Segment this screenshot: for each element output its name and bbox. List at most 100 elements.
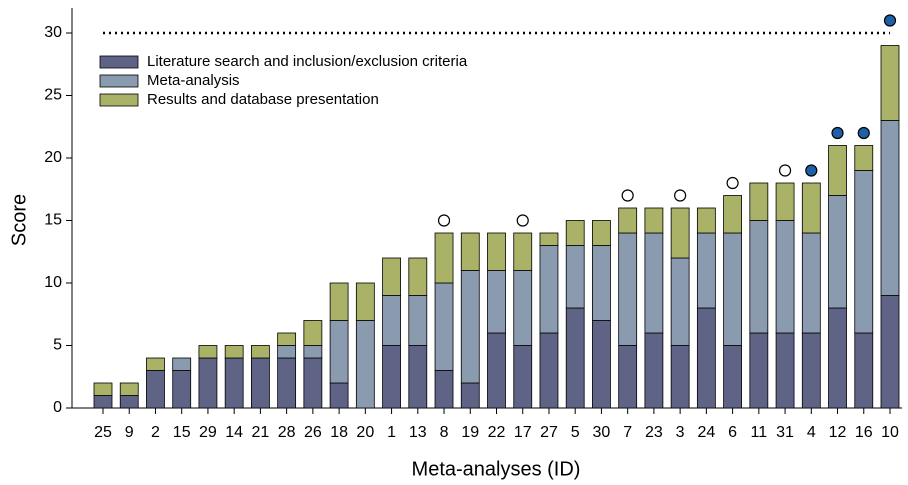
bar-segment	[172, 370, 192, 409]
open-marker	[674, 189, 687, 202]
bar-segment	[539, 232, 559, 246]
open-marker	[437, 214, 451, 227]
bar-segment	[408, 345, 428, 409]
bar-segment	[670, 257, 690, 346]
bar-segment	[382, 295, 401, 346]
bar-segment	[329, 382, 349, 409]
x-tick-label: 17	[514, 424, 532, 441]
bar-segment	[880, 45, 900, 121]
y-axis-title: Score	[8, 194, 30, 246]
legend-text: Meta-analysis	[147, 72, 240, 89]
x-tick-label: 25	[94, 424, 112, 441]
bar-segment	[618, 207, 638, 234]
bar-segment	[775, 220, 795, 334]
bar-segment	[119, 382, 139, 396]
bar-segment	[303, 357, 323, 409]
x-tick-label: 12	[829, 424, 847, 441]
x-tick-label: 24	[697, 424, 715, 441]
bar-segment	[460, 270, 480, 384]
bar-segment	[854, 170, 874, 334]
bar-segment	[670, 207, 690, 259]
bar-segment	[250, 345, 270, 359]
bar-segment	[329, 282, 349, 321]
bar-segment	[93, 395, 113, 409]
bar-segment	[801, 232, 821, 334]
x-tick-label: 26	[304, 424, 322, 441]
bar-segment	[250, 357, 270, 409]
x-tick-label: 1	[387, 424, 396, 441]
filled-marker	[805, 164, 818, 177]
bar-segment	[277, 357, 297, 409]
bar-segment	[749, 332, 769, 409]
bar-segment	[775, 182, 795, 221]
bar-segment	[592, 245, 611, 321]
bar-segment	[198, 345, 218, 359]
x-tick-label: 27	[540, 424, 558, 441]
x-tick-label: 31	[776, 424, 794, 441]
x-tick-label: 23	[645, 424, 663, 441]
bar-segment	[828, 307, 847, 409]
x-tick-label: 2	[151, 424, 160, 441]
bar-segment	[487, 332, 506, 409]
bar-segment	[749, 220, 769, 334]
bar-segment	[539, 245, 559, 334]
bar-segment	[565, 220, 585, 246]
bar-segment	[224, 357, 244, 409]
x-tick-label: 19	[461, 424, 479, 441]
x-tick-label: 11	[751, 424, 768, 441]
bar-segment	[303, 320, 323, 346]
legend-text: Literature search and inclusion/exclusio…	[147, 53, 468, 70]
x-tick-label: 6	[728, 424, 737, 441]
bar-segment	[801, 332, 821, 409]
open-marker	[778, 164, 792, 177]
bar-segment	[696, 232, 716, 309]
x-tick-label: 22	[488, 424, 506, 441]
bar-segment	[198, 357, 218, 409]
bar-segment	[146, 370, 165, 409]
bar-segment	[172, 357, 192, 371]
bar-segment	[592, 320, 611, 409]
x-tick-label: 9	[125, 424, 134, 441]
legend-swatch	[99, 93, 139, 107]
bar-segment	[565, 245, 585, 309]
bar-segment	[487, 270, 506, 334]
bar-segment	[119, 395, 139, 409]
bar-segment	[696, 307, 716, 409]
bar-segment	[277, 345, 297, 359]
bar-segment	[592, 220, 611, 246]
bar-segment	[146, 357, 165, 371]
x-tick-label: 14	[225, 424, 243, 441]
x-tick-label: 29	[199, 424, 217, 441]
bar-segment	[460, 232, 480, 271]
bar-segment	[434, 370, 454, 409]
filled-marker	[883, 14, 897, 27]
bar-segment	[408, 295, 428, 346]
bar-segment	[723, 195, 742, 234]
x-tick-label: 16	[855, 424, 873, 441]
x-tick-label: 28	[278, 424, 296, 441]
bar-segment	[408, 257, 428, 296]
bar-segment	[303, 345, 323, 359]
x-tick-label: 5	[571, 424, 580, 441]
bar-segment	[93, 382, 113, 396]
bar-segment	[749, 182, 769, 221]
bar-segment	[224, 345, 244, 359]
filled-marker	[857, 126, 870, 140]
y-tick-label: 5	[53, 337, 62, 354]
x-tick-label: 18	[330, 424, 348, 441]
bar-segment	[565, 307, 585, 409]
bar-segment	[277, 332, 297, 346]
x-tick-label: 15	[173, 424, 191, 441]
y-tick-label: 0	[53, 399, 62, 416]
bar-segment	[723, 232, 742, 346]
bar-segment	[618, 232, 638, 346]
x-tick-label: 4	[807, 424, 816, 441]
x-axis-title: Meta-analyses (ID)	[412, 458, 581, 480]
bar-segment	[670, 345, 690, 409]
bar-segment	[644, 332, 664, 409]
y-tick-label: 20	[44, 149, 62, 166]
bar-segment	[828, 145, 847, 196]
y-tick-label: 25	[44, 87, 62, 104]
open-marker	[726, 176, 739, 190]
